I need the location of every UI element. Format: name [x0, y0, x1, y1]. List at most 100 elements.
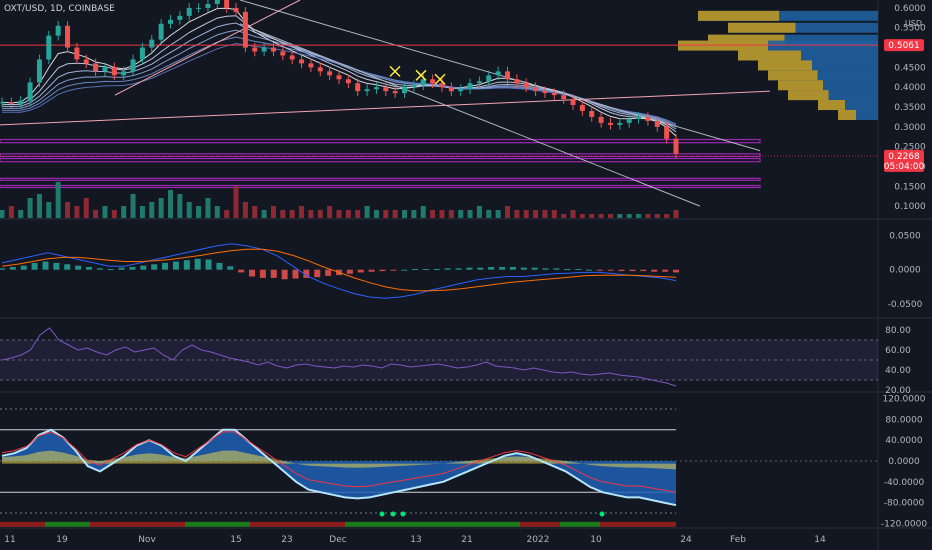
candle-body [55, 25, 61, 36]
trend-strip-segment [185, 521, 250, 527]
volume-profile-bar [818, 100, 845, 111]
macd-histogram-bar [194, 258, 201, 270]
buy-signal-dot [379, 511, 385, 517]
price-highlight-bg [884, 39, 924, 52]
candle-body [111, 67, 117, 76]
candle-body [420, 79, 426, 86]
macd-histogram-bar [325, 269, 332, 276]
candle-body [345, 79, 351, 84]
macd-histogram-bar [444, 268, 451, 270]
volume-bar [224, 210, 230, 218]
macd-histogram-bar [162, 262, 169, 270]
candle-body [317, 67, 323, 72]
candle-body [467, 83, 473, 90]
time-tick-label: 19 [56, 535, 68, 545]
price-tick-label: 0.5500 [894, 24, 926, 34]
candle-body [402, 87, 408, 94]
price-tick-label: 0.6000 [894, 4, 926, 14]
volume-bar [280, 210, 286, 218]
time-tick-label: Dec [329, 535, 346, 545]
macd-histogram-bar [140, 265, 147, 270]
macd-histogram-bar [412, 269, 419, 271]
volume-bar [523, 210, 529, 218]
price-highlight-label: 05:04:00 [884, 162, 925, 172]
osc-tick-label: 40.0000 [885, 436, 922, 446]
macd-histogram-bar [205, 259, 212, 270]
macd-histogram-bar [20, 265, 27, 270]
candle-body [158, 23, 164, 40]
volume-profile-bar [778, 80, 878, 91]
candle-body [242, 11, 248, 48]
time-tick-label: 13 [410, 535, 421, 545]
time-axis: 11 19 Nov 15 23 Dec 13 21 2022 10 24 Feb 14 [4, 535, 826, 545]
volume-bar [626, 214, 632, 218]
macd-histogram-bar [509, 266, 516, 270]
macd-histogram-bar [31, 262, 38, 270]
candle-body [336, 75, 342, 80]
time-tick-label: 14 [814, 535, 826, 545]
volume-bar [570, 210, 576, 218]
macd-histogram-bar [292, 269, 299, 279]
macd-histogram-bar [466, 267, 473, 270]
candle-body [299, 59, 305, 64]
price-tick-label: 0.3000 [894, 123, 926, 133]
volume-profile-bar [728, 22, 796, 33]
volume-bar [579, 214, 585, 218]
volume-bar [336, 210, 342, 218]
volume-bar [93, 210, 99, 218]
osc-tick-label: 120.0000 [883, 395, 926, 405]
volume-bar [373, 210, 379, 218]
candle-body [355, 83, 361, 92]
macd-histogram-bar [183, 260, 190, 270]
candle-body [607, 122, 613, 125]
macd-histogram-bar [227, 266, 234, 270]
candle-body [411, 85, 417, 88]
candle-body [542, 91, 548, 94]
candle-body [46, 35, 52, 60]
volume-bar [420, 206, 426, 218]
macd-histogram-bar [129, 266, 136, 270]
volume-bar [636, 214, 642, 218]
volume-bar [476, 206, 482, 218]
price-highlight-bg [884, 159, 924, 172]
volume-bar [402, 210, 408, 218]
channel-lower-line [239, 23, 701, 207]
volume-bar [589, 214, 595, 218]
trend-strip-segment [560, 521, 600, 527]
candle-body [205, 3, 211, 8]
candle-body [551, 93, 557, 96]
candle-body [439, 83, 445, 88]
time-tick-label: 23 [281, 535, 292, 545]
macd-histogram-bar [390, 269, 397, 271]
volume-bar [495, 210, 501, 218]
candle-body [0, 102, 5, 104]
buy-signal-dot [599, 511, 605, 517]
volume-bar [317, 210, 323, 218]
volume-bar [74, 206, 80, 218]
volume-profile-bar [818, 100, 878, 111]
macd-histogram-bar [0, 268, 5, 270]
macd-histogram-bar [42, 261, 49, 270]
volume-bar [345, 210, 351, 218]
candle-body [102, 67, 108, 72]
macd-histogram-bar [151, 264, 158, 270]
volume-bar [36, 194, 42, 218]
candle-body [654, 120, 660, 127]
osc-tick-label: 0.0000 [888, 457, 920, 467]
volume-profile-bar [698, 10, 878, 21]
candle-body [523, 83, 529, 88]
rsi-tick-label: 60.00 [885, 346, 911, 356]
osc-tick-label: -80.0000 [884, 499, 925, 509]
macd-histogram-bar [118, 267, 125, 270]
volume-bar [486, 210, 492, 218]
volume-bar [654, 214, 660, 218]
volume-bar [168, 190, 173, 218]
macd-histogram-bar [216, 262, 223, 270]
macd-line [1, 243, 677, 299]
volume-bar [18, 210, 24, 218]
signal-x-marker [389, 65, 401, 77]
support-zone [0, 153, 761, 158]
candle-body [636, 116, 642, 119]
macd-histogram-bar [270, 269, 277, 278]
